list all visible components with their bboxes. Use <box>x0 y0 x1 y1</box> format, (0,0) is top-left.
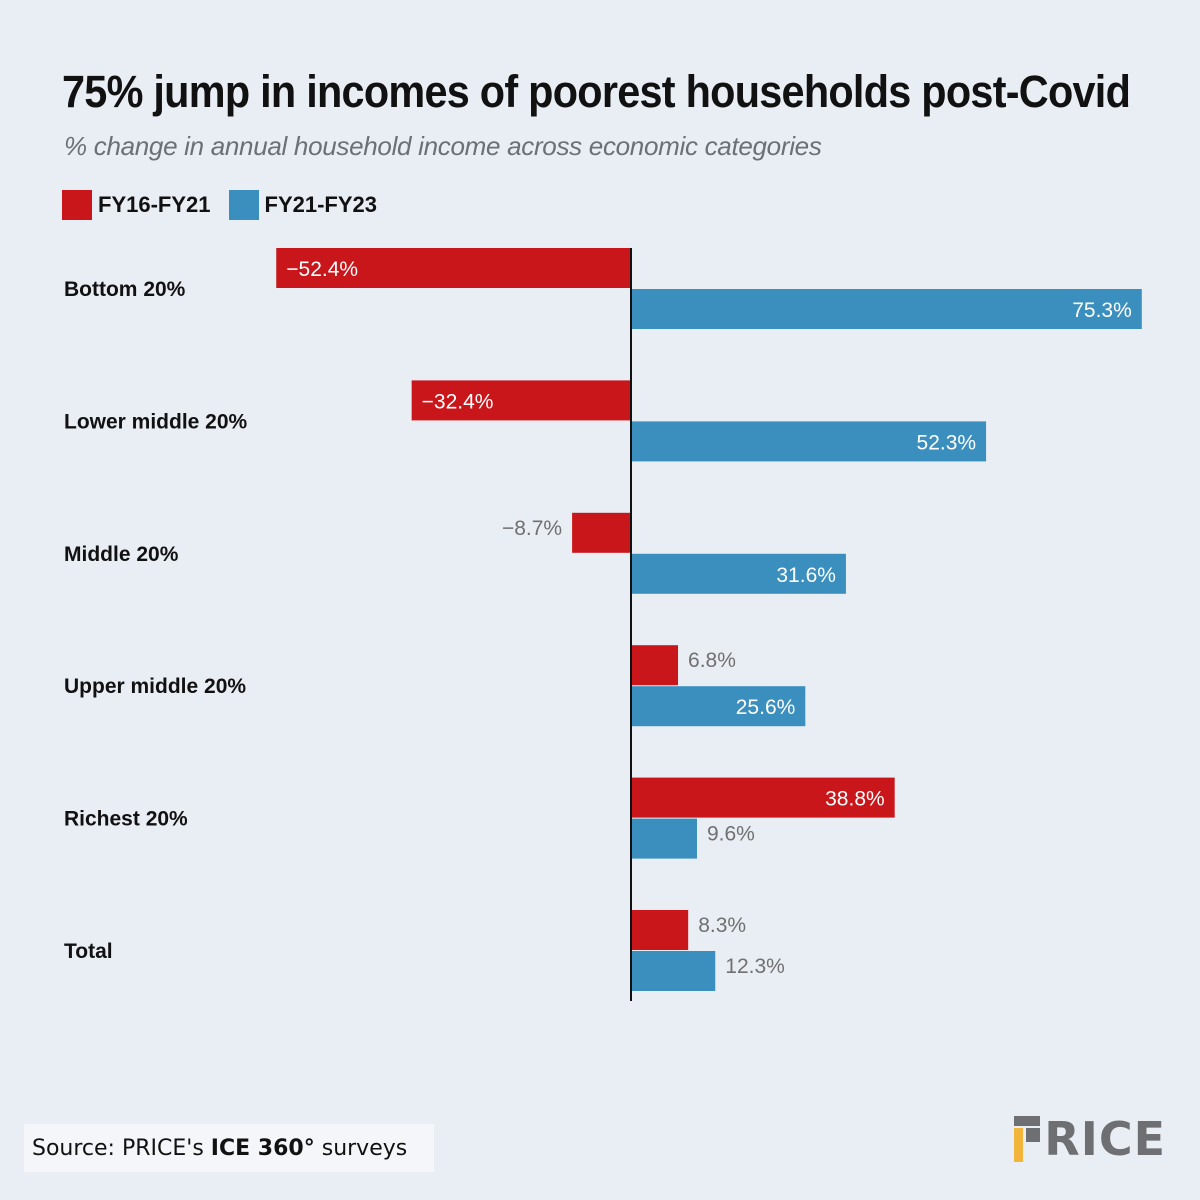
category-label: Lower middle 20% <box>64 410 248 433</box>
data-label: 12.3% <box>725 955 785 978</box>
bar-series1 <box>276 248 631 288</box>
category-label: Middle 20% <box>64 543 179 566</box>
data-label: 38.8% <box>825 788 885 811</box>
legend-label-series1: FY16-FY21 <box>98 192 211 217</box>
data-label: 9.6% <box>707 823 755 846</box>
bar-series2 <box>632 686 806 727</box>
data-label: 6.8% <box>688 649 736 672</box>
bar-series1 <box>411 380 631 421</box>
data-label: 8.3% <box>698 914 746 937</box>
legend-swatch-series2 <box>228 190 259 220</box>
bar-series1 <box>632 777 895 818</box>
chart-subtitle: % change in annual household income acro… <box>64 131 822 161</box>
data-label: 52.3% <box>917 431 977 454</box>
category-label: Upper middle 20% <box>64 675 246 698</box>
source-suffix: surveys <box>314 1135 408 1161</box>
bar-series1 <box>632 910 689 950</box>
legend-swatch-series1 <box>62 190 92 220</box>
legend: FY16-FY21 FY21-FY23 <box>62 190 395 220</box>
legend-item-series2: FY21-FY23 <box>228 190 378 220</box>
category-label: Total <box>64 940 113 963</box>
source-prefix: Source: PRICE's <box>32 1135 211 1161</box>
data-label: −8.7% <box>502 517 562 540</box>
bar-series1 <box>632 645 679 686</box>
price-logo-text: RICE <box>1044 1112 1166 1166</box>
data-label: −52.4% <box>286 258 358 281</box>
data-label: 31.6% <box>776 564 836 587</box>
bar-chart: Bottom 20% −52.4% 75.3% Lower middle 20% −32… <box>64 248 1142 1001</box>
bar-series1 <box>572 512 631 553</box>
legend-item-series1: FY16-FY21 <box>62 190 211 220</box>
source-note: Source: PRICE's ICE 360° surveys <box>24 1124 434 1172</box>
data-label: 25.6% <box>736 696 796 719</box>
bar-series2 <box>632 951 716 991</box>
source-survey-name: ICE 360° <box>210 1135 315 1161</box>
chart-title: 75% jump in incomes of poorest household… <box>62 66 1131 117</box>
data-label: 75.3% <box>1072 299 1132 322</box>
category-label: Richest 20% <box>64 808 188 831</box>
bar-series2 <box>632 289 1142 329</box>
legend-label-series2: FY21-FY23 <box>264 192 378 217</box>
price-logo-p-icon <box>1014 1116 1042 1162</box>
bar-series2 <box>632 818 697 859</box>
category-label: Bottom 20% <box>64 278 186 301</box>
data-label: −32.4% <box>422 390 494 413</box>
price-logo: RICE <box>1014 1112 1166 1166</box>
bar-series2 <box>632 553 846 594</box>
bar-series2 <box>632 421 987 462</box>
